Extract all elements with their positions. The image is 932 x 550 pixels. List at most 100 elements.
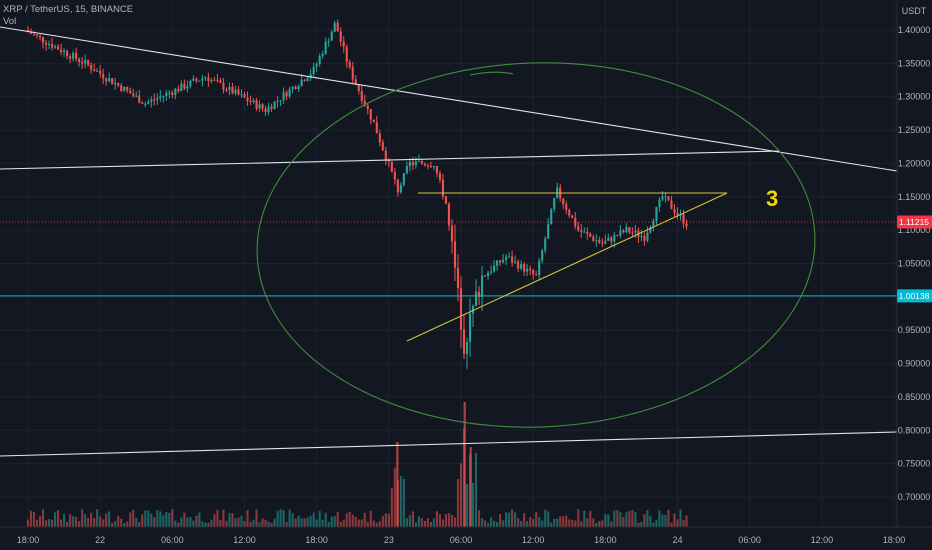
volume-bar: [619, 511, 622, 527]
volume-bar: [282, 510, 285, 527]
last-price-tag: 1.11215: [899, 217, 929, 227]
price-tags: 1.11215 1.00138: [897, 215, 932, 303]
volume-bar: [183, 512, 186, 527]
volume-bar: [670, 522, 673, 527]
volume-bar: [264, 519, 267, 527]
volume-bar: [222, 509, 225, 527]
volume-bar: [652, 522, 655, 527]
time-axis[interactable]: 18:00 22 06:00 12:00 18:00 23 06:00 12:00 18:00 2…: [0, 526, 932, 550]
volume-bar: [381, 516, 384, 527]
volume-bar: [240, 515, 243, 527]
candle-body: [300, 79, 303, 87]
volume-bar: [604, 514, 607, 527]
candle-body: [258, 104, 261, 109]
volume-bar: [667, 509, 670, 527]
volume-bar: [144, 510, 147, 527]
candle-body: [114, 83, 117, 85]
volume-bar: [550, 522, 553, 527]
volume-bar: [589, 510, 592, 527]
volume-bar: [444, 514, 448, 527]
candle-body: [435, 166, 438, 174]
candle-body: [261, 104, 264, 109]
candle-body: [186, 86, 189, 89]
candle-body: [595, 240, 598, 242]
candle-body: [607, 237, 610, 241]
time-tick-label: 06:00: [450, 535, 473, 545]
volume-bar: [574, 520, 577, 527]
candle-body: [147, 101, 150, 104]
candle-body: [511, 256, 514, 263]
volume-bar: [234, 518, 237, 527]
candle-body: [330, 31, 333, 41]
candle-body: [306, 78, 309, 81]
pattern-label: 3: [766, 186, 778, 211]
volume-bar: [327, 522, 330, 527]
candle-body: [291, 86, 294, 89]
candle-body: [234, 89, 237, 94]
candle-body: [273, 101, 276, 110]
volume-bar: [465, 483, 469, 527]
volume-bar: [405, 518, 408, 527]
candle-body: [541, 250, 544, 261]
candle-body: [351, 67, 354, 80]
candle-body: [96, 70, 99, 72]
volume-bar: [252, 519, 255, 527]
volume-bar: [114, 520, 117, 527]
candle-body: [529, 268, 532, 270]
volume-bar: [432, 518, 435, 527]
volume-bar: [396, 442, 399, 527]
volume-bar: [363, 512, 366, 527]
candle-body: [255, 100, 258, 109]
candle-body: [396, 179, 399, 193]
volume-bar: [312, 512, 315, 527]
candle-body: [66, 50, 69, 57]
candle-body: [177, 88, 180, 92]
price-tick-label: 1.10000: [898, 225, 931, 235]
candle-body: [471, 306, 475, 314]
candle-body: [105, 78, 108, 82]
candle-body: [676, 212, 679, 215]
volume-bar: [562, 516, 565, 527]
volume-bar: [41, 509, 45, 527]
volume-bar: [420, 517, 423, 527]
candle-body: [685, 223, 688, 227]
candle-body: [628, 227, 631, 233]
volume-bar: [526, 521, 529, 527]
volume-bar: [324, 512, 327, 527]
candle-body: [384, 150, 387, 161]
price-axis[interactable]: USDT 1.40000 1.35000 1.30000 1.25000 1.20000 1…: [896, 0, 932, 550]
volume-bar: [231, 513, 234, 527]
candle-body: [195, 78, 198, 81]
volume-bar: [162, 515, 165, 527]
volume-bar: [315, 519, 318, 527]
candle-body: [526, 268, 529, 272]
volume-bar: [613, 510, 616, 527]
candle-body: [54, 46, 57, 48]
candle-body: [150, 99, 153, 102]
time-tick-label: 23: [384, 535, 394, 545]
volume-bar: [204, 522, 207, 527]
candle-body: [26, 30, 30, 32]
resistance-trendline: [0, 150, 781, 170]
candle-body: [622, 230, 625, 233]
volume-bar: [535, 512, 538, 527]
candle-body: [535, 274, 538, 276]
volume-bar: [318, 510, 321, 527]
volume-bar: [210, 519, 213, 527]
ellipse-stroke-tail: [469, 71, 514, 76]
volume-bar: [294, 518, 297, 527]
candle-body: [499, 260, 502, 263]
volume-bar: [93, 517, 96, 527]
candle-body: [643, 236, 646, 241]
volume-bar: [105, 513, 108, 527]
candle-body: [438, 173, 442, 180]
candle-body: [345, 46, 348, 62]
volume-bar: [640, 521, 643, 527]
volume-bar: [628, 510, 631, 527]
volume-bar: [366, 521, 369, 527]
candle-body: [456, 267, 460, 289]
candle-body: [99, 70, 102, 74]
volume-bar: [150, 513, 153, 527]
